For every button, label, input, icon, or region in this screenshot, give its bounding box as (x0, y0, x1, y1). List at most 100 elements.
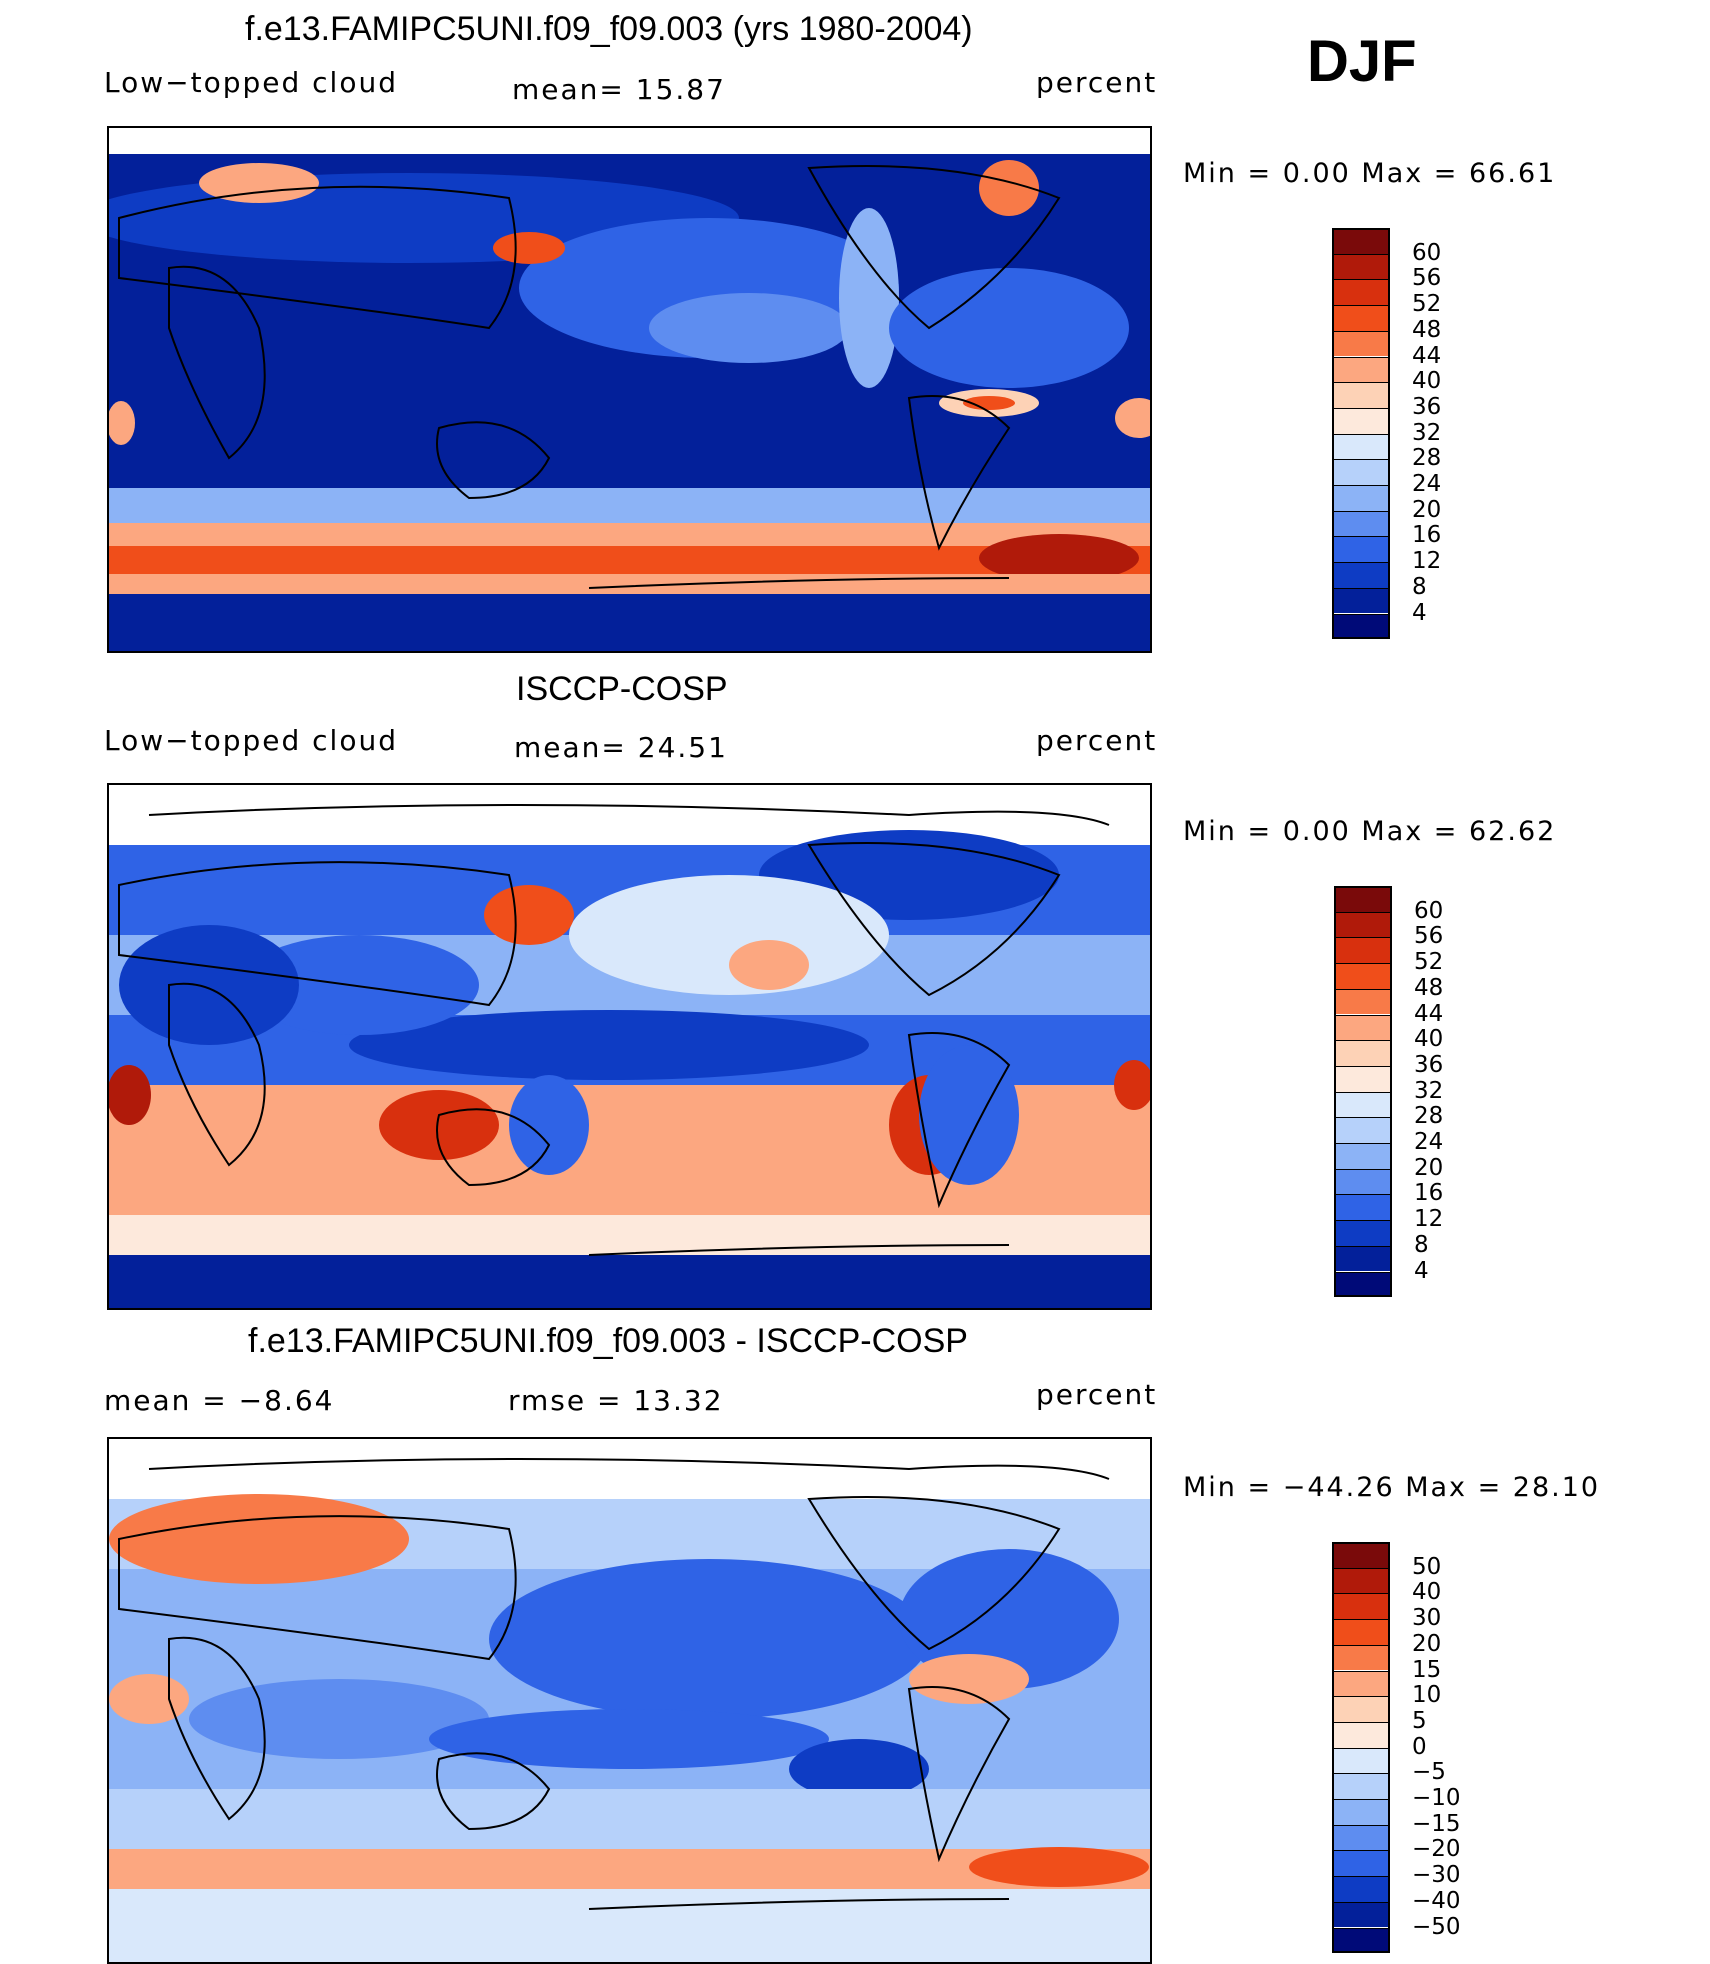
panel1-mean: mean= 15.87 (512, 73, 726, 106)
colorbar-cell (1332, 1747, 1390, 1774)
colorbar-label: 24 (1414, 1129, 1444, 1155)
colorbar-label: 36 (1414, 1051, 1444, 1078)
colorbar-cell (1332, 1542, 1390, 1568)
colorbar-label: 52 (1412, 291, 1442, 318)
panel3-map (107, 1437, 1152, 1964)
panel1-minmax: Min = 0.00 Max = 66.61 (1183, 158, 1557, 189)
colorbar-cell (1332, 510, 1390, 537)
colorbar-cell (1334, 1091, 1392, 1118)
panel1-variable: Low−topped cloud (104, 66, 398, 99)
colorbar-cell (1332, 1644, 1390, 1671)
colorbar-cell (1332, 407, 1390, 434)
panel1-unit: percent (1036, 66, 1158, 99)
panel2-unit: percent (1036, 724, 1158, 757)
colorbar-label: 20 (1412, 1630, 1442, 1657)
panel2-mean: mean= 24.51 (514, 731, 728, 764)
colorbar-label: 8 (1414, 1231, 1429, 1258)
colorbar-label: 0 (1412, 1733, 1427, 1760)
season-label: DJF (1307, 29, 1417, 94)
colorbar-label: 48 (1412, 316, 1442, 343)
colorbar-cell (1334, 1065, 1392, 1092)
colorbar-label: 30 (1412, 1605, 1442, 1632)
colorbar-cell (1332, 587, 1390, 614)
colorbar-label: −50 (1412, 1913, 1461, 1940)
colorbar-cell (1332, 1619, 1390, 1645)
panel3-minmax: Min = −44.26 Max = 28.10 (1183, 1472, 1601, 1503)
colorbar-label: 40 (1412, 1579, 1442, 1606)
colorbar-cell (1332, 459, 1390, 485)
colorbar-label: 4 (1414, 1257, 1429, 1284)
colorbar-label: 56 (1412, 265, 1442, 292)
colorbar-cell (1332, 382, 1390, 408)
colorbar-label: 8 (1412, 573, 1427, 600)
colorbar-label: 12 (1414, 1206, 1444, 1233)
colorbar-label: −20 (1412, 1836, 1461, 1863)
colorbar-cell (1334, 1245, 1392, 1272)
colorbar-label: 16 (1414, 1180, 1444, 1207)
panel3-unit: percent (1036, 1378, 1158, 1411)
colorbar-label: 28 (1414, 1103, 1444, 1130)
colorbar-label: 20 (1412, 496, 1442, 523)
colorbar-cell (1332, 1670, 1390, 1697)
colorbar-cell (1334, 988, 1392, 1015)
colorbar-cell (1332, 1824, 1390, 1851)
panel3-mean: mean = −8.64 (104, 1384, 335, 1417)
colorbar-label: 15 (1412, 1656, 1442, 1683)
colorbar-label: 24 (1412, 471, 1442, 497)
colorbar-cell (1332, 433, 1390, 460)
colorbar-cell (1334, 1220, 1392, 1246)
colorbar-label: 40 (1414, 1026, 1444, 1053)
colorbar-label: −15 (1412, 1810, 1461, 1837)
colorbar-label: 32 (1414, 1077, 1444, 1104)
colorbar-frame (1334, 886, 1392, 1298)
colorbar-label: −40 (1412, 1887, 1461, 1914)
colorbar-cell (1332, 1696, 1390, 1722)
panel1-map (107, 126, 1152, 653)
colorbar-cell (1332, 1876, 1390, 1902)
colorbar-cell (1334, 1143, 1392, 1169)
colorbar-cell (1334, 1117, 1392, 1143)
colorbar-label: −10 (1412, 1785, 1461, 1811)
colorbar-cell (1332, 485, 1390, 511)
colorbar-cell (1332, 356, 1390, 383)
colorbar-cell (1332, 1927, 1390, 1954)
colorbar-label: 12 (1412, 548, 1442, 575)
colorbar-cell (1334, 963, 1392, 989)
colorbar-cell (1332, 536, 1390, 563)
colorbar-label: 52 (1414, 949, 1444, 976)
colorbar-label: 5 (1412, 1707, 1427, 1734)
colorbar-frame (1332, 228, 1390, 640)
colorbar-cell (1334, 1271, 1392, 1298)
colorbar-label: 50 (1412, 1553, 1442, 1580)
panel3-rmse: rmse = 13.32 (508, 1384, 724, 1417)
colorbar-cell (1332, 330, 1390, 357)
colorbar-label: 28 (1412, 445, 1442, 472)
colorbar-label: 44 (1414, 1000, 1444, 1027)
panel2-minmax: Min = 0.00 Max = 62.62 (1183, 816, 1557, 847)
colorbar-label: 40 (1412, 368, 1442, 395)
colorbar-cell (1334, 937, 1392, 964)
panel2-title: ISCCP-COSP (516, 670, 728, 708)
colorbar-cell (1332, 1721, 1390, 1748)
panel2-variable: Low−topped cloud (104, 724, 398, 757)
colorbar-cell (1332, 613, 1390, 640)
colorbar-cell (1334, 1168, 1392, 1195)
colorbar-label: 56 (1414, 923, 1444, 950)
colorbar-label: 60 (1412, 239, 1442, 266)
colorbar-cell (1332, 279, 1390, 306)
panel2-map (107, 783, 1152, 1310)
colorbar-cell (1332, 1799, 1390, 1825)
colorbar-label: 10 (1412, 1682, 1442, 1709)
colorbar-frame (1332, 1542, 1390, 1954)
colorbar-label: 32 (1412, 419, 1442, 446)
colorbar-cell (1332, 1850, 1390, 1877)
colorbar-cell (1332, 1901, 1390, 1928)
colorbar-label: 20 (1414, 1154, 1444, 1181)
colorbar-label: 4 (1412, 599, 1427, 626)
colorbar-label: −30 (1412, 1862, 1461, 1889)
colorbar-cell (1332, 305, 1390, 331)
colorbar-cell (1332, 1567, 1390, 1594)
colorbar-cell (1334, 1040, 1392, 1066)
colorbar-cell (1332, 253, 1390, 280)
colorbar-cell (1332, 1773, 1390, 1799)
